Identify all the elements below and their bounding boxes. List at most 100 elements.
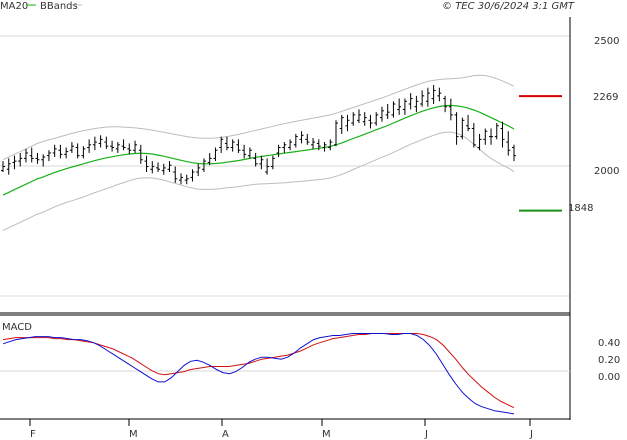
ohlc-bar — [184, 174, 189, 185]
ohlc-bar — [230, 139, 235, 152]
ohlc-bar — [35, 152, 40, 164]
ohlc-bar — [299, 131, 304, 144]
ohlc-bar — [483, 128, 488, 145]
time-label: M — [322, 429, 331, 440]
ohlc-bar — [46, 150, 51, 162]
copyright-text: © TEC 30/6/2024 3:1 GMT — [442, 1, 575, 12]
bb-upper-line — [2, 74, 515, 161]
ohlc-bar — [138, 144, 143, 164]
ohlc-bar — [311, 137, 316, 149]
ohlc-bar — [64, 147, 69, 159]
ohlc-bar — [460, 117, 465, 140]
ohlc-bar — [127, 143, 132, 155]
ohlc-bar — [253, 152, 258, 167]
ohlc-bar — [167, 161, 172, 172]
ohlc-bar — [52, 144, 57, 158]
price-tick-label: 2500 — [594, 36, 619, 47]
ohlc-bar — [121, 139, 126, 151]
ohlc-bar — [477, 133, 482, 151]
ohlc-bar — [23, 148, 28, 163]
macd-tick-label: 0.20 — [598, 355, 620, 366]
ohlc-bar — [133, 140, 138, 153]
ohlc-bar — [6, 158, 11, 175]
ohlc-bar — [339, 114, 344, 134]
ohlc-bar — [115, 142, 120, 153]
ohlc-bar — [471, 123, 476, 148]
ohlc-bar — [362, 112, 367, 126]
ohlc-bar — [356, 109, 361, 124]
support-label: 1848 — [568, 203, 593, 214]
time-label: M — [129, 429, 138, 440]
ohlc-bar — [75, 143, 80, 159]
ohlc-bar — [443, 95, 448, 113]
time-label: F — [30, 429, 36, 440]
ohlc-bar — [265, 158, 270, 175]
ohlc-bar — [242, 144, 247, 159]
ohlc-bar — [282, 142, 287, 153]
ohlc-bar — [425, 87, 430, 107]
ohlc-bar — [334, 120, 339, 147]
ohlc-bar — [293, 133, 298, 148]
ohlc-bar — [18, 152, 23, 167]
bollinger-bands — [2, 74, 515, 231]
ohlc-bar — [201, 158, 206, 172]
price-bars — [1, 84, 516, 185]
ohlc-bar — [29, 147, 34, 163]
ohlc-bar — [161, 163, 166, 175]
macd-tick-label: 0.00 — [598, 372, 620, 383]
ohlc-bar — [288, 139, 293, 151]
ohlc-bar — [207, 152, 212, 166]
ohlc-bar — [379, 106, 384, 122]
macd-signal-line — [2, 333, 515, 409]
ohlc-bar — [448, 98, 453, 121]
ohlc-bar — [98, 135, 103, 148]
time-axis: F M A M J J — [29, 419, 533, 440]
ohlc-bar — [219, 136, 224, 153]
ohlc-bar — [322, 142, 327, 152]
ohlc-bar — [500, 121, 505, 148]
price-tick-label: 2000 — [594, 166, 619, 177]
ohlc-bar — [328, 139, 333, 151]
resistance-label: 2269 — [593, 92, 618, 103]
macd-panel-title: MACD — [2, 322, 32, 333]
ohlc-bar — [144, 155, 149, 172]
ohlc-bar — [414, 95, 419, 113]
ohlc-bar — [92, 136, 97, 151]
macd-lines — [2, 333, 515, 415]
ohlc-bar — [69, 142, 74, 153]
ohlc-bar — [391, 101, 396, 118]
ohlc-bar — [173, 166, 178, 183]
ohlc-bar — [402, 98, 407, 115]
ohlc-bar — [213, 147, 218, 162]
bb-lower-line — [2, 131, 515, 231]
ohlc-bar — [494, 123, 499, 140]
ohlc-bar — [156, 162, 161, 172]
ohlc-bar — [454, 112, 459, 145]
time-label: A — [222, 429, 229, 440]
ma20-series-line — [2, 104, 515, 196]
ohlc-bar — [385, 104, 390, 119]
ohlc-bar — [437, 87, 442, 102]
ohlc-bar — [178, 173, 183, 185]
ohlc-bar — [466, 114, 471, 132]
time-label: J — [529, 429, 533, 440]
ohlc-bar — [431, 84, 436, 105]
ohlc-bar — [270, 155, 275, 170]
ohlc-bar — [196, 163, 201, 177]
ohlc-bar — [41, 154, 46, 167]
legend-bbands: BBands — [40, 1, 78, 12]
macd-line — [2, 333, 515, 415]
ma20-line — [2, 104, 515, 196]
ohlc-bar — [110, 140, 115, 152]
price-panel — [0, 17, 570, 312]
ohlc-bar — [506, 131, 511, 156]
ohlc-bar — [408, 93, 413, 110]
ohlc-bar — [247, 147, 252, 159]
ohlc-bar — [1, 161, 5, 172]
ohlc-bar — [397, 98, 402, 115]
ohlc-bar — [368, 114, 373, 129]
ohlc-bar — [87, 139, 92, 153]
ohlc-bar — [104, 136, 109, 149]
ohlc-bar — [345, 114, 350, 132]
